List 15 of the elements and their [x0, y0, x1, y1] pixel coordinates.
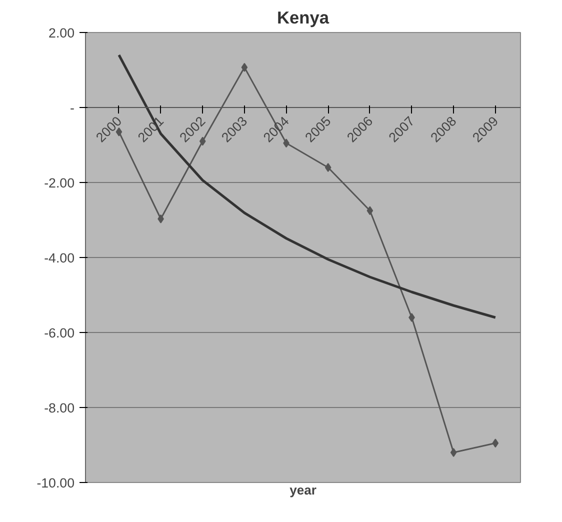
y-tick-label: -	[70, 100, 75, 116]
y-tick-label: 2.00	[48, 26, 75, 40]
point	[324, 163, 332, 172]
y-tick-label: -6.00	[44, 326, 75, 340]
y-tick-label: -2.00	[44, 176, 75, 190]
point	[492, 438, 499, 448]
point	[366, 206, 374, 216]
chart-title: Kenya	[276, 8, 330, 28]
point	[408, 313, 415, 322]
y-tick-label: -4.00	[44, 250, 75, 266]
y-tick-label: -8.00	[44, 400, 75, 416]
y-tick-label: -10.00	[36, 476, 75, 490]
x-axis-title: year	[290, 482, 316, 498]
point	[241, 62, 248, 72]
point	[450, 448, 457, 457]
